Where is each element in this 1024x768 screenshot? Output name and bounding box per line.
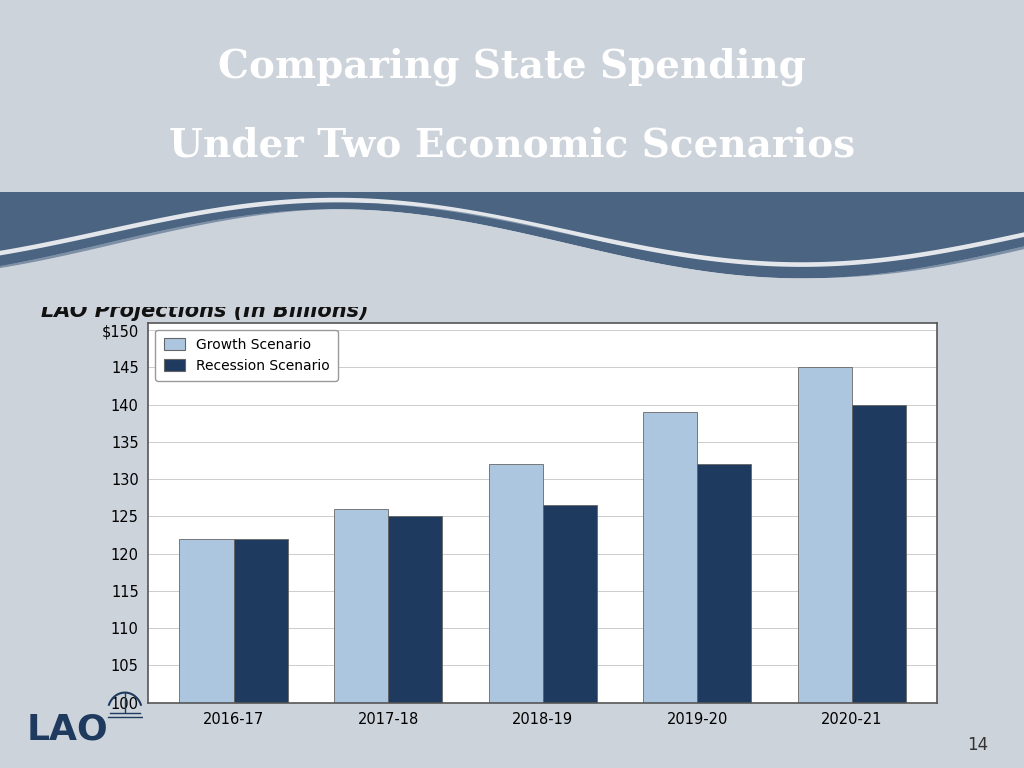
Bar — [179, 538, 233, 703]
Bar — [852, 405, 906, 703]
Text: Comparing State Spending: Comparing State Spending — [218, 47, 806, 85]
Bar — [233, 538, 288, 703]
Polygon shape — [0, 198, 1024, 266]
Polygon shape — [0, 192, 1024, 278]
Legend: Growth Scenario, Recession Scenario: Growth Scenario, Recession Scenario — [156, 329, 338, 381]
Bar — [798, 367, 852, 703]
Polygon shape — [0, 210, 1024, 307]
Bar — [334, 509, 388, 703]
Polygon shape — [0, 203, 1024, 278]
Bar — [388, 516, 442, 703]
Bar — [543, 505, 597, 703]
Bar — [697, 464, 752, 703]
Text: 14: 14 — [967, 737, 988, 754]
Text: LAO Projections (In Billions): LAO Projections (In Billions) — [41, 301, 369, 321]
Bar — [488, 464, 543, 703]
Text: LAO: LAO — [27, 712, 109, 746]
Bar — [643, 412, 697, 703]
Text: Under Two Economic Scenarios: Under Two Economic Scenarios — [169, 126, 855, 164]
